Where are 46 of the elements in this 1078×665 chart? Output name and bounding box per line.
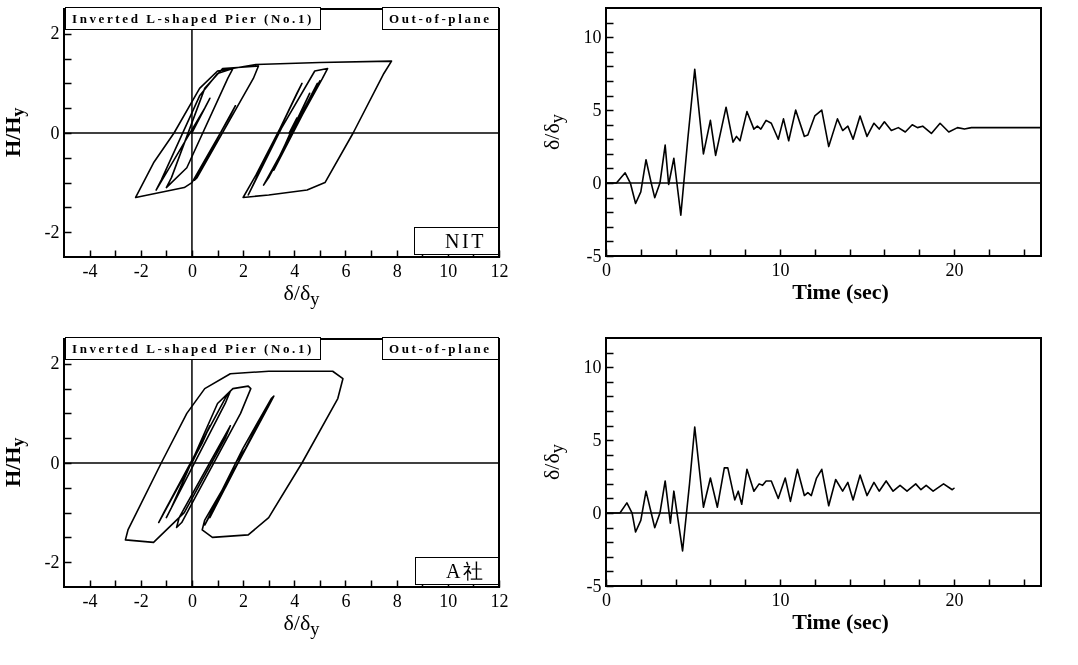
x-tick-label: 2 [239, 590, 249, 611]
x-tick-label: 6 [341, 260, 351, 281]
y-tick-label: 0 [50, 122, 60, 143]
y-tick-label: 10 [583, 356, 602, 377]
x-tick-label: 20 [945, 589, 964, 610]
x-axis-title: δ/δ$_{y}$ [282, 610, 321, 641]
y-tick-label: 0 [592, 502, 602, 523]
y-tick-label: 2 [50, 23, 60, 44]
x-tick-label: -4 [82, 590, 98, 611]
x-tick-label: 10 [439, 260, 458, 281]
x-tick-label: -2 [133, 260, 149, 281]
y-tick-label: -2 [44, 551, 60, 572]
x-tick-label: 10 [439, 590, 458, 611]
annotation: NIT [414, 227, 500, 255]
x-tick-label: 4 [290, 590, 300, 611]
y-tick-label: 5 [592, 99, 602, 120]
x-tick-label: 2 [239, 260, 249, 281]
y-tick-label: -5 [586, 575, 602, 596]
x-tick-label: -2 [133, 590, 149, 611]
y-tick-label: -5 [586, 245, 602, 266]
y-tick-label: 10 [583, 26, 602, 47]
x-tick-label: 8 [392, 260, 402, 281]
x-tick-label: 8 [392, 590, 402, 611]
y-tick-label: 0 [50, 452, 60, 473]
annotation: A社 [415, 557, 499, 585]
annotation: Inverted L-shaped Pier (No.1) [65, 337, 321, 360]
annotation: Out-of-plane [382, 7, 499, 30]
annotation: Inverted L-shaped Pier (No.1) [65, 7, 321, 30]
annotation: Out-of-plane [382, 337, 499, 360]
y-tick-label: -2 [44, 221, 60, 242]
x-tick-label: -4 [82, 260, 98, 281]
x-tick-label: 12 [490, 590, 509, 611]
x-tick-label: 10 [771, 589, 790, 610]
x-tick-label: 20 [945, 259, 964, 280]
y-tick-label: 0 [592, 172, 602, 193]
x-tick-label: 6 [341, 590, 351, 611]
x-axis-title: Time (sec) [791, 279, 890, 305]
x-tick-label: 12 [490, 260, 509, 281]
x-tick-label: 10 [771, 259, 790, 280]
x-tick-label: 0 [187, 590, 197, 611]
x-tick-label: 4 [290, 260, 300, 281]
x-axis-title: Time (sec) [791, 609, 890, 635]
x-tick-label: 0 [187, 260, 197, 281]
x-axis-title: δ/δ$_{y}$ [282, 280, 321, 311]
y-tick-label: 5 [592, 429, 602, 450]
y-tick-label: 2 [50, 353, 60, 374]
